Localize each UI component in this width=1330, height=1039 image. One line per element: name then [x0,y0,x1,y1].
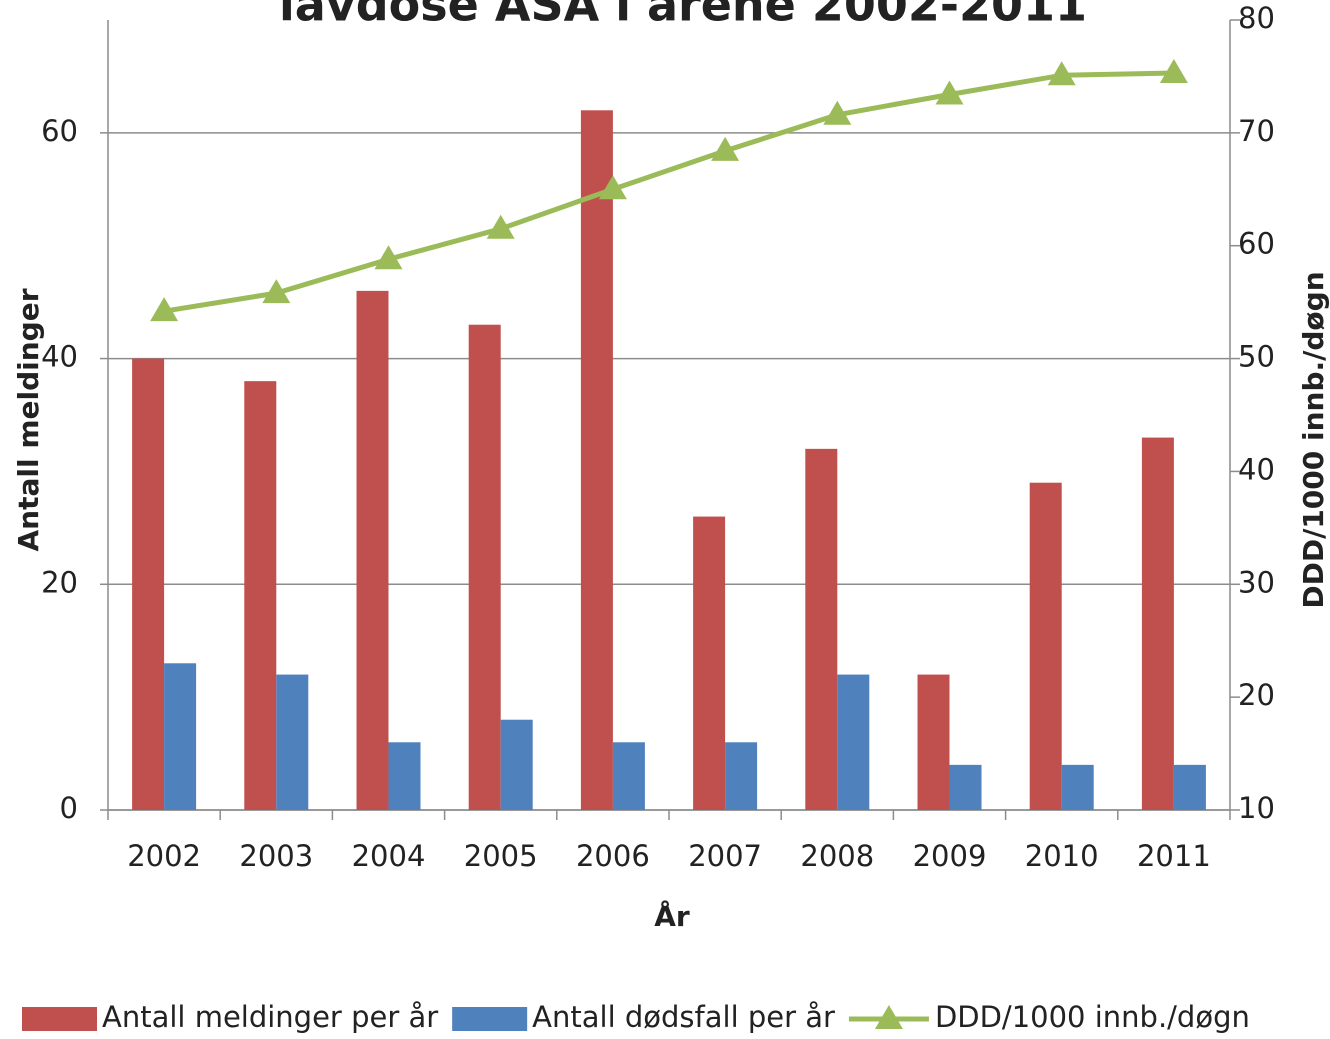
x-tick-label: 2011 [1137,839,1211,873]
bar [725,742,758,810]
line [163,70,1174,314]
bar [949,764,982,810]
legend-swatch [22,1007,97,1031]
line-marker [935,80,964,105]
line-marker [711,136,740,161]
y-tick-label: 60 [41,114,78,148]
y2-tick-label: 80 [1238,1,1275,35]
bar [612,742,645,810]
x-tick-label: 2004 [352,839,426,873]
bar [132,358,165,810]
x-tick-label: 2007 [688,839,762,873]
y2-tick-label: 10 [1238,791,1275,825]
x-axis-label: År [654,899,690,933]
line-marker [1047,61,1076,86]
bar [1173,764,1206,810]
y-tick-label: 40 [41,340,78,374]
bar [276,674,309,810]
y2-tick-label: 20 [1238,678,1275,712]
bar [837,674,870,810]
line-marker [262,279,291,304]
line-marker [486,214,515,239]
bar [805,448,838,810]
y2-tick-label: 40 [1238,452,1275,486]
line-marker [598,175,627,200]
bar [388,742,421,810]
bar [693,516,726,810]
legend-label: Antall dødsfall per år [532,1000,835,1034]
y2-tick-label: 70 [1238,114,1275,148]
bar [1061,764,1094,810]
x-tick-label: 2008 [800,839,874,873]
y-tick-label: 0 [60,791,78,825]
bar [1141,437,1174,810]
line-marker [823,100,852,125]
bar [468,324,501,810]
bar [356,290,389,810]
legend-label: Antall meldinger per år [102,1000,438,1034]
bar [164,663,197,810]
bar [580,110,613,811]
bar [500,719,533,810]
bar [917,674,950,810]
y-axis-label: Antall meldinger [12,288,45,551]
x-tick-label: 2006 [576,839,650,873]
line-marker [374,245,403,270]
x-tick-label: 2003 [239,839,313,873]
x-tick-label: 2009 [913,839,987,873]
y2-tick-label: 60 [1238,227,1275,261]
y-tick-label: 20 [41,565,78,599]
line-marker [1159,59,1188,84]
chart-title: lavdose ASA i årene 2002-2011 [279,0,1087,32]
x-tick-label: 2010 [1025,839,1099,873]
legend-swatch [452,1007,528,1031]
x-tick-label: 2005 [464,839,538,873]
legend-label: DDD/1000 innb./døgn [935,1000,1250,1034]
legend-swatch [874,1005,903,1029]
line-marker [150,297,179,322]
y2-axis-label: DDD/1000 innb./døgn [1297,271,1330,608]
bar [1029,482,1062,810]
x-tick-label: 2002 [127,839,201,873]
bar [244,381,277,810]
y2-tick-label: 50 [1238,340,1275,374]
y2-tick-label: 30 [1238,565,1275,599]
